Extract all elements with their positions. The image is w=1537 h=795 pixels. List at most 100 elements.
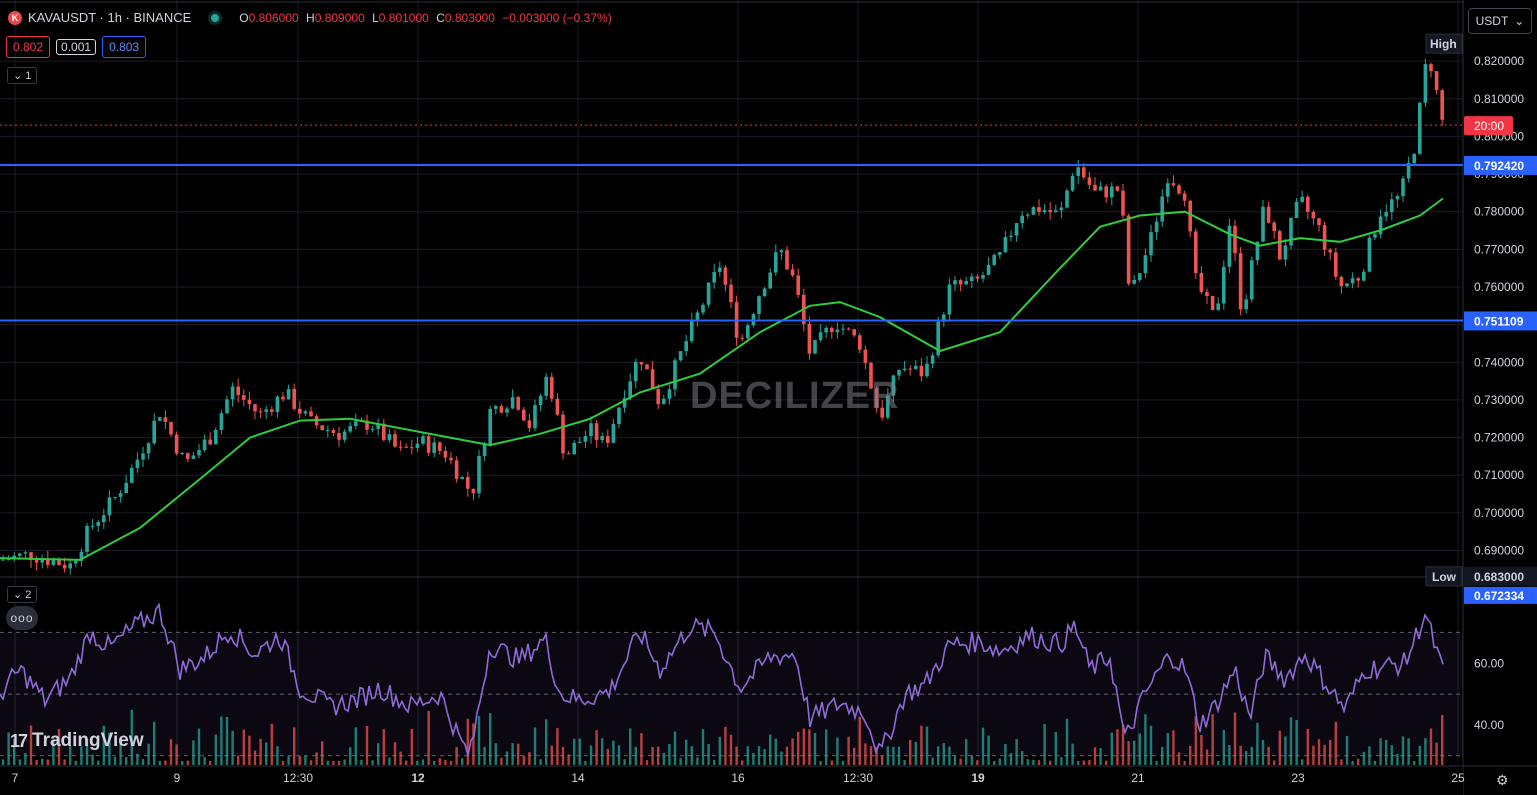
volume-bar	[802, 728, 805, 765]
volume-bar	[449, 760, 453, 765]
volume-bar	[914, 741, 917, 765]
tradingview-logo[interactable]: 17 TradingView	[10, 730, 144, 752]
volume-bar	[1161, 746, 1164, 765]
candle-body	[286, 388, 291, 400]
volume-bar	[1317, 739, 1321, 765]
volume-bar	[707, 744, 710, 765]
volume-bar	[1065, 718, 1069, 765]
volume-bar	[1127, 741, 1130, 765]
volume-bar	[869, 746, 873, 765]
candle-body	[258, 411, 263, 413]
candle-body	[1306, 196, 1310, 212]
candle-body	[477, 455, 481, 494]
candle-body	[1014, 223, 1019, 236]
candle-body	[1205, 292, 1209, 296]
high-value-mask	[1464, 39, 1537, 50]
volume-bar	[1082, 760, 1085, 765]
candle-body	[208, 439, 212, 445]
candle-body	[342, 431, 347, 440]
volume-bar	[1155, 760, 1158, 765]
more-options-button[interactable]: ooo	[6, 606, 38, 630]
volume-bar	[444, 759, 447, 765]
candle-body	[880, 407, 884, 418]
candle-body	[23, 552, 28, 554]
candle-body	[522, 409, 526, 421]
candle-body	[51, 560, 56, 565]
volume-bar	[421, 759, 425, 765]
open-value: 0.806000	[248, 10, 299, 25]
volume-bar	[903, 760, 906, 765]
symbol-title[interactable]: KAVAUSDT · 1h · BINANCE	[28, 10, 192, 25]
volume-bar	[757, 746, 761, 765]
candle-body	[1300, 196, 1304, 202]
volume-bar	[1334, 721, 1337, 765]
volume-bar	[1273, 760, 1276, 765]
candle-body	[958, 280, 963, 285]
chevron-down-icon: ⌄	[13, 70, 23, 82]
x-tick-label: 12:30	[843, 771, 873, 785]
collapse-indicator-pane-button[interactable]: ⌄ 2	[7, 586, 38, 603]
candle-body	[1054, 210, 1058, 213]
volume-bar	[466, 718, 469, 765]
gear-icon[interactable]: ⚙	[1496, 772, 1509, 788]
candle-body	[320, 425, 324, 430]
candle-body	[516, 397, 520, 410]
volume-bar	[315, 752, 318, 765]
collapse-main-pane-button[interactable]: ⌄ 1	[7, 67, 38, 84]
volume-bar	[192, 740, 195, 765]
volume-bar	[1105, 760, 1108, 765]
candle-body	[835, 329, 840, 333]
candle-body	[1048, 210, 1052, 213]
volume-bar	[214, 734, 217, 765]
candle-body	[930, 355, 935, 364]
candle-body	[897, 370, 901, 376]
volume-bar	[225, 716, 229, 765]
volume-bar	[1228, 745, 1231, 765]
candle-body	[1070, 175, 1075, 191]
moving-average-line	[0, 197, 1444, 561]
volume-bar	[1004, 743, 1007, 765]
candle-body	[393, 434, 397, 447]
volume-bar	[948, 746, 951, 765]
volume-bar	[1032, 759, 1035, 765]
candle-body	[18, 553, 22, 556]
candle-body	[1261, 206, 1265, 242]
x-tick-label: 14	[571, 771, 585, 785]
buy-button[interactable]: 0.803	[102, 36, 147, 58]
volume-bar	[858, 716, 861, 765]
candle-body	[561, 414, 565, 454]
candle-body	[538, 395, 543, 406]
y-tick-label: 0.710000	[1474, 468, 1524, 482]
candle-body	[790, 269, 795, 276]
candle-body	[774, 252, 778, 273]
volume-bar	[629, 728, 632, 765]
volume-bar	[685, 739, 688, 765]
volume-bar	[281, 760, 285, 765]
volume-bar	[556, 728, 559, 765]
candle-body	[404, 446, 408, 448]
volume-bar	[998, 758, 1001, 765]
candle-body	[124, 482, 128, 494]
candle-body	[942, 314, 946, 322]
candle-body	[796, 275, 800, 295]
volume-bar	[830, 760, 833, 765]
x-tick-label: 12	[411, 771, 425, 785]
volume-bar	[1295, 720, 1298, 765]
sell-button[interactable]: 0.802	[6, 36, 51, 58]
volume-bar	[332, 760, 335, 765]
volume-bar	[578, 738, 581, 765]
volume-bar	[589, 745, 593, 765]
y-tick-label: 0.810000	[1474, 92, 1524, 106]
candle-body	[1412, 153, 1416, 164]
candle-body	[130, 467, 134, 483]
candle-body	[684, 341, 688, 352]
volume-bar	[774, 738, 777, 765]
candle-body	[309, 411, 313, 417]
volume-bar	[1060, 757, 1063, 765]
candle-body	[863, 349, 868, 363]
volume-bar	[231, 730, 234, 765]
currency-select[interactable]: USDT ⌄	[1468, 8, 1532, 34]
volume-bar	[382, 729, 385, 765]
volume-bar	[1385, 739, 1388, 765]
